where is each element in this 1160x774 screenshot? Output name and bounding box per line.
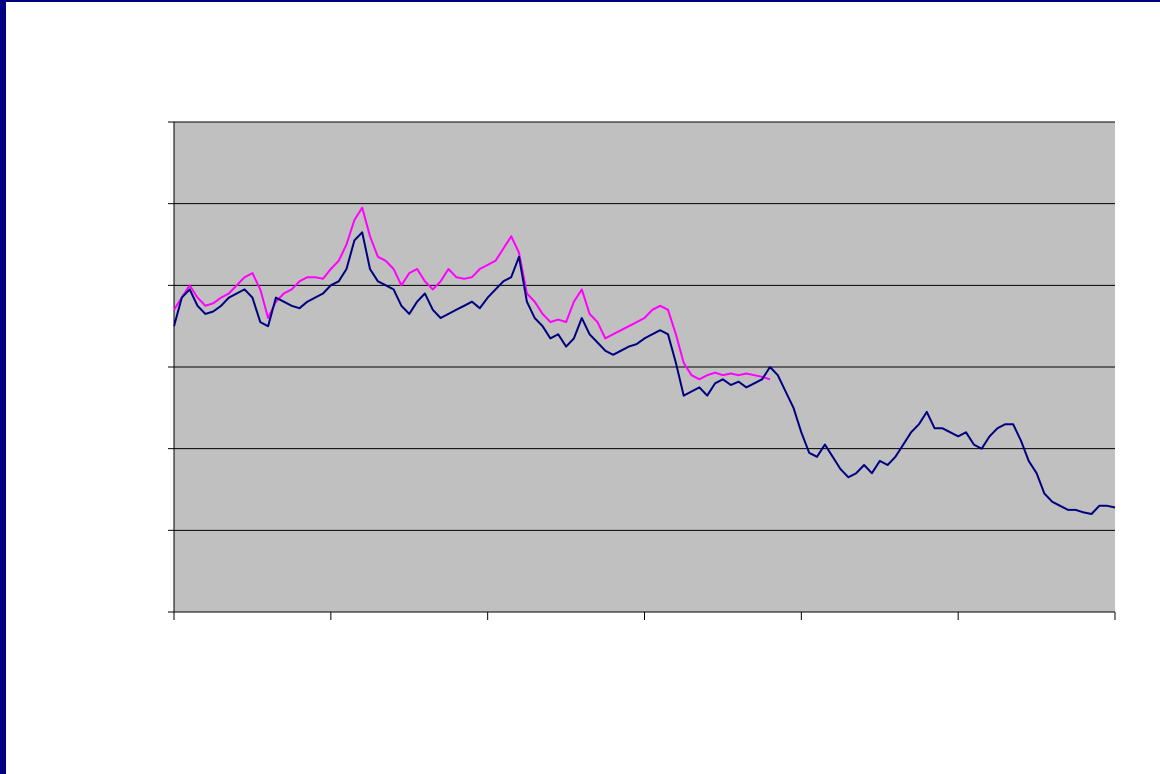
frame-top-border xyxy=(0,0,1160,2)
series-group xyxy=(173,206,1116,515)
frame-left-border xyxy=(0,0,6,774)
series-line-1 xyxy=(173,231,1116,515)
gridlines xyxy=(174,121,1115,531)
axes xyxy=(168,121,1116,620)
